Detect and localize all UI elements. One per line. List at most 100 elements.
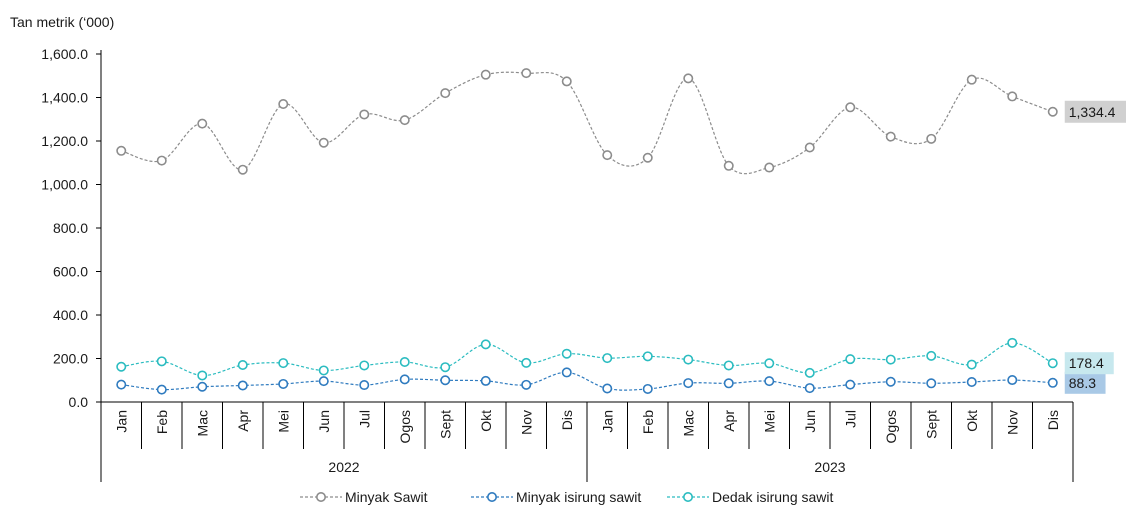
data-point [197, 118, 208, 129]
x-tick-label: Jul [356, 410, 372, 428]
y-tick-label: 1,200.0 [41, 133, 88, 149]
data-point [602, 383, 613, 394]
legend-label: Dedak isirung sawit [712, 489, 833, 505]
data-point [642, 351, 653, 362]
data-point [480, 69, 491, 80]
legend-marker [682, 491, 693, 502]
end-label-box [1064, 352, 1114, 375]
data-point [683, 378, 694, 389]
data-point [764, 162, 775, 173]
x-tick-label: Mei [761, 410, 777, 433]
data-point [723, 378, 734, 389]
data-point [683, 354, 694, 365]
data-point [683, 73, 694, 84]
data-point [318, 376, 329, 387]
legend-marker [486, 491, 497, 502]
x-tick-label: Jan [599, 410, 615, 433]
y-tick-label: 1,400.0 [41, 90, 88, 106]
legend-marker [315, 491, 326, 502]
x-tick-label: Jul [842, 410, 858, 428]
data-point [723, 160, 734, 171]
data-point [602, 150, 613, 161]
data-point [480, 339, 491, 350]
x-tick-label: Ogos [397, 410, 413, 443]
data-point [561, 76, 572, 87]
data-point [966, 74, 977, 85]
data-point [521, 68, 532, 79]
year-label: 2022 [328, 459, 359, 475]
data-point [278, 378, 289, 389]
data-point [278, 358, 289, 369]
data-point [399, 115, 410, 126]
series-minyak-sawit: 1,334.4 [116, 68, 1126, 175]
y-tick-label: 600.0 [53, 264, 88, 280]
legend-item-minyak-sawit: Minyak Sawit [300, 489, 428, 505]
series-line [121, 71, 1053, 175]
x-tick-label: Ogos [883, 410, 899, 443]
data-point [237, 164, 248, 175]
x-tick-label: Sept [923, 410, 939, 439]
x-tick-label: Feb [154, 410, 170, 434]
data-point [156, 356, 167, 367]
x-tick-label: Jan [113, 410, 129, 433]
data-point [197, 370, 208, 381]
x-tick-label: Apr [721, 410, 737, 432]
data-point [1047, 377, 1058, 388]
x-tick-label: Feb [640, 410, 656, 434]
x-tick-label: Nov [518, 410, 534, 435]
data-point [1007, 337, 1018, 348]
data-point [602, 353, 613, 364]
data-point [926, 378, 937, 389]
y-tick-label: 0.0 [69, 394, 89, 410]
data-point [278, 99, 289, 110]
data-point [1047, 358, 1058, 369]
data-point [764, 358, 775, 369]
y-tick-label: 1,600.0 [41, 46, 88, 62]
data-point [561, 348, 572, 359]
data-point [1007, 375, 1018, 386]
data-point [926, 350, 937, 361]
legend-item-minyak-isirung-sawit: Minyak isirung sawit [471, 489, 641, 505]
data-point [885, 354, 896, 365]
data-point [845, 354, 856, 365]
legend-label: Minyak Sawit [345, 489, 428, 505]
data-point [845, 102, 856, 113]
series-line [121, 342, 1054, 377]
legend-label: Minyak isirung sawit [516, 489, 641, 505]
x-tick-label: Dis [1045, 410, 1061, 430]
x-tick-label: Dis [559, 410, 575, 430]
data-point [116, 361, 127, 372]
data-point [926, 133, 937, 144]
data-point [804, 383, 815, 394]
end-label-box [1064, 100, 1126, 123]
data-point [845, 379, 856, 390]
x-tick-label: Sept [437, 410, 453, 439]
x-tick-label: Okt [964, 410, 980, 432]
end-label: 178.4 [1069, 355, 1104, 371]
x-tick-label: Okt [478, 410, 494, 432]
y-axis-title: Tan metrik (‘000) [10, 14, 114, 30]
y-tick-label: 400.0 [53, 307, 88, 323]
data-point [156, 155, 167, 166]
data-point [440, 362, 451, 373]
series-dedak-isirung-sawit: 178.4 [116, 337, 1114, 381]
series-minyak-isirung-sawit: 88.3 [116, 367, 1106, 395]
x-tick-label: Nov [1004, 410, 1020, 435]
x-tick-label: Mei [275, 410, 291, 433]
data-point [642, 383, 653, 394]
data-point [885, 131, 896, 142]
y-tick-label: 1,000.0 [41, 177, 88, 193]
end-label: 88.3 [1069, 375, 1096, 391]
y-tick-label: 200.0 [53, 351, 88, 367]
data-point [156, 384, 167, 395]
data-point [723, 360, 734, 371]
data-point [1047, 106, 1058, 117]
x-tick-label: Mac [680, 410, 696, 436]
data-point [561, 367, 572, 378]
data-point [521, 379, 532, 390]
data-point [804, 142, 815, 153]
data-point [359, 109, 370, 120]
data-point [237, 360, 248, 371]
data-point [966, 376, 977, 387]
